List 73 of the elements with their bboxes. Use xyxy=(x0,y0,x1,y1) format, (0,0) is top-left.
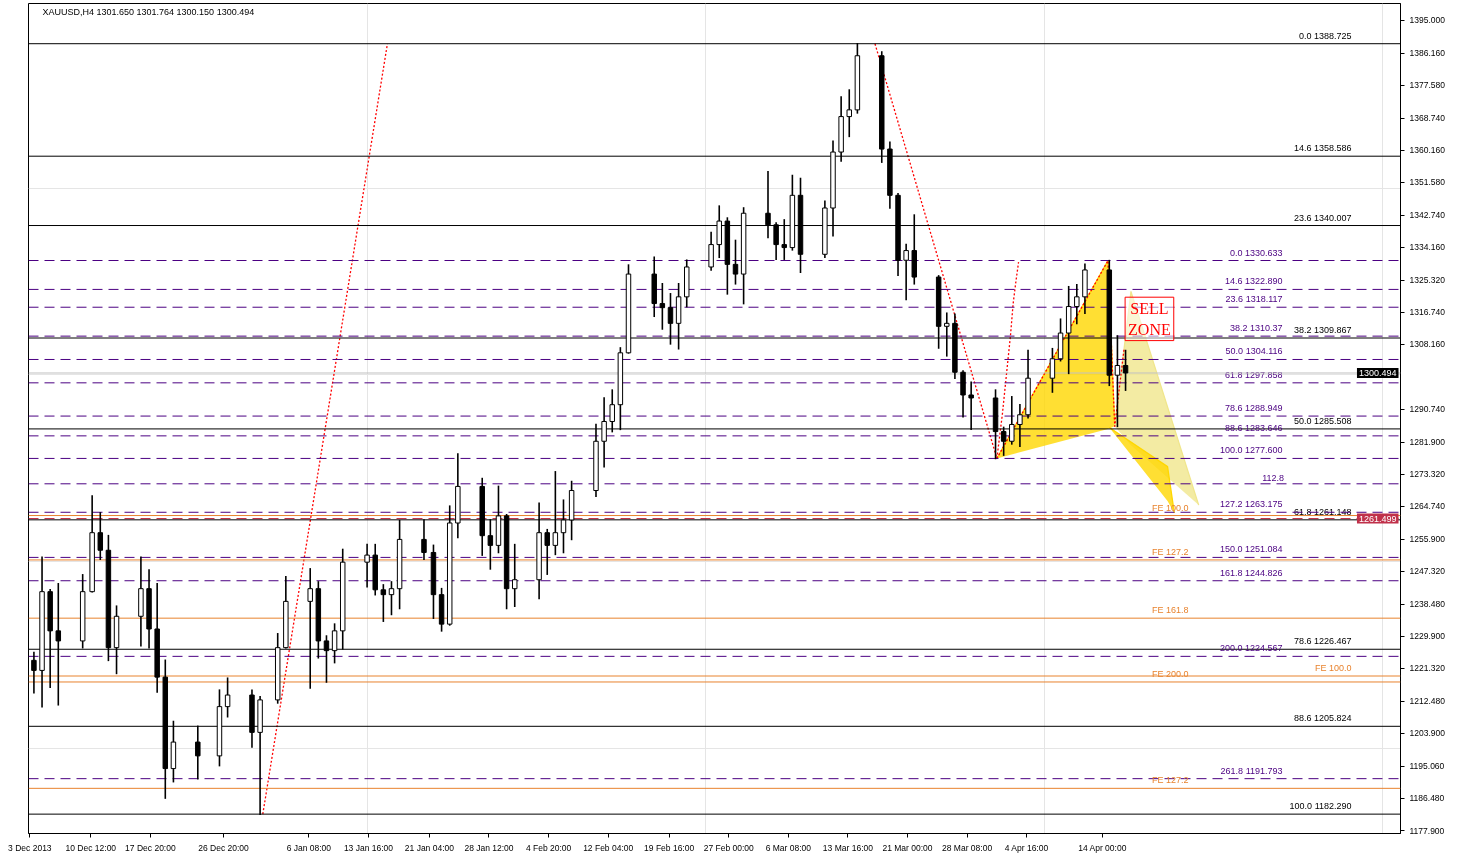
x-tick-label: 4 Apr 16:00 xyxy=(1004,842,1049,853)
y-tick-label: 1273.320 xyxy=(1409,469,1446,480)
y-tick-label: 1395.000 xyxy=(1409,15,1446,26)
y-tick-label: 1377.580 xyxy=(1409,80,1446,91)
x-tick-label: 6 Jan 08:00 xyxy=(286,842,332,853)
x-tick-label: 12 Feb 04:00 xyxy=(583,842,634,853)
x-tick-label: 28 Mar 08:00 xyxy=(942,842,993,853)
y-tick-label: 1342.740 xyxy=(1409,210,1446,221)
ref-line-label: 23.6 1318.117 xyxy=(1225,294,1283,305)
ref-line-label: 78.6 1288.949 xyxy=(1224,403,1283,414)
ref-line-label: 23.6 1340.007 xyxy=(1293,212,1352,223)
ref-line-label: 127.2 1263.175 xyxy=(1219,499,1283,510)
ref-line-label: 150.0 1251.084 xyxy=(1219,544,1283,555)
ref-line-label: 61.8 1297.858 xyxy=(1224,369,1283,380)
x-tick-label: 17 Dec 20:00 xyxy=(125,842,176,853)
y-tick-label: 1325.320 xyxy=(1409,275,1446,286)
y-tick-label: 1247.320 xyxy=(1409,566,1446,577)
x-tick-label: 3 Dec 2013 xyxy=(8,842,52,853)
y-tick-label: 1221.320 xyxy=(1409,663,1446,674)
ref-line-label: 38.2 1310.37 xyxy=(1229,323,1283,334)
x-tick-label: 4 Feb 20:00 xyxy=(525,842,572,853)
ref-line-label: FE 127.2 xyxy=(1151,546,1189,557)
ref-line-label: 61.8 1261.148 xyxy=(1293,506,1352,517)
ref-line-label: 50.0 1304.116 xyxy=(1225,346,1283,357)
x-tick-label: 28 Jan 12:00 xyxy=(464,842,514,853)
ref-line-label: 88.6 1205.824 xyxy=(1293,713,1352,724)
y-tick-label: 1281.900 xyxy=(1409,437,1446,448)
y-tick-label: 1186.480 xyxy=(1409,793,1445,804)
y-tick-label: 1229.900 xyxy=(1409,631,1446,642)
annotation: 1261.499 xyxy=(1358,513,1397,524)
annotation: SELL ZONE xyxy=(1128,300,1171,338)
chart-title: XAUUSD,H4 1301.650 1301.764 1300.150 1300.494 xyxy=(42,6,255,17)
y-tick-label: 1203.900 xyxy=(1409,728,1446,739)
annotation: 112.8 xyxy=(1262,472,1285,483)
ref-line-label: 78.6 1226.467 xyxy=(1293,636,1352,647)
x-tick-label: 10 Dec 12:00 xyxy=(65,842,117,853)
ref-line-label: FE 100.0 xyxy=(1314,663,1352,674)
x-tick-label: 26 Dec 20:00 xyxy=(198,842,250,853)
ref-line-label: 38.2 1309.867 xyxy=(1293,325,1352,336)
x-tick-label: 6 Mar 08:00 xyxy=(765,842,812,853)
x-tick-label: 13 Mar 16:00 xyxy=(822,842,874,853)
x-tick-label: 14 Apr 00:00 xyxy=(1078,842,1127,853)
y-tick-label: 1316.740 xyxy=(1409,307,1446,318)
ref-line-label: FE 161.8 xyxy=(1151,605,1189,616)
y-tick-label: 1238.480 xyxy=(1409,599,1446,610)
y-tick-label: 1264.740 xyxy=(1409,501,1446,512)
ref-line-label: 14.6 1358.586 xyxy=(1293,143,1352,154)
ref-line-label: FE 200.0 xyxy=(1151,668,1189,679)
ref-line-label: 100.0 1182.290 xyxy=(1289,801,1352,812)
x-tick-label: 21 Jan 04:00 xyxy=(404,842,455,853)
annotation: 1300.494 xyxy=(1358,367,1397,378)
y-tick-label: 1177.900 xyxy=(1409,825,1445,836)
y-tick-label: 1368.740 xyxy=(1409,113,1446,124)
ref-line-label: 50.0 1285.508 xyxy=(1293,415,1352,426)
ref-line-label: 100.0 1277.600 xyxy=(1219,445,1283,456)
y-tick-label: 1351.580 xyxy=(1409,177,1446,188)
y-tick-label: 1255.900 xyxy=(1409,534,1446,545)
y-tick-label: 1308.160 xyxy=(1409,339,1446,350)
x-tick-label: 21 Mar 00:00 xyxy=(882,842,933,853)
ref-line-label: 0.0 1330.633 xyxy=(1229,247,1283,258)
x-tick-label: 19 Feb 16:00 xyxy=(644,842,695,853)
ref-line-label: 14.6 1322.890 xyxy=(1224,276,1283,287)
y-tick-label: 1290.740 xyxy=(1409,404,1446,415)
y-tick-label: 1334.160 xyxy=(1409,242,1446,253)
y-tick-label: 1195.060 xyxy=(1409,761,1445,772)
x-tick-label: 13 Jan 16:00 xyxy=(343,842,394,853)
ref-line-label: 0.0 1388.725 xyxy=(1298,30,1352,41)
y-tick-label: 1360.160 xyxy=(1409,145,1446,156)
x-tick-label: 27 Feb 00:00 xyxy=(703,842,755,853)
y-tick-label: 1212.480 xyxy=(1409,696,1446,707)
ref-line-label: 261.8 1191.793 xyxy=(1220,765,1283,776)
ref-line-label: 161.8 1244.826 xyxy=(1219,567,1283,578)
y-tick-label: 1386.160 xyxy=(1409,48,1446,59)
